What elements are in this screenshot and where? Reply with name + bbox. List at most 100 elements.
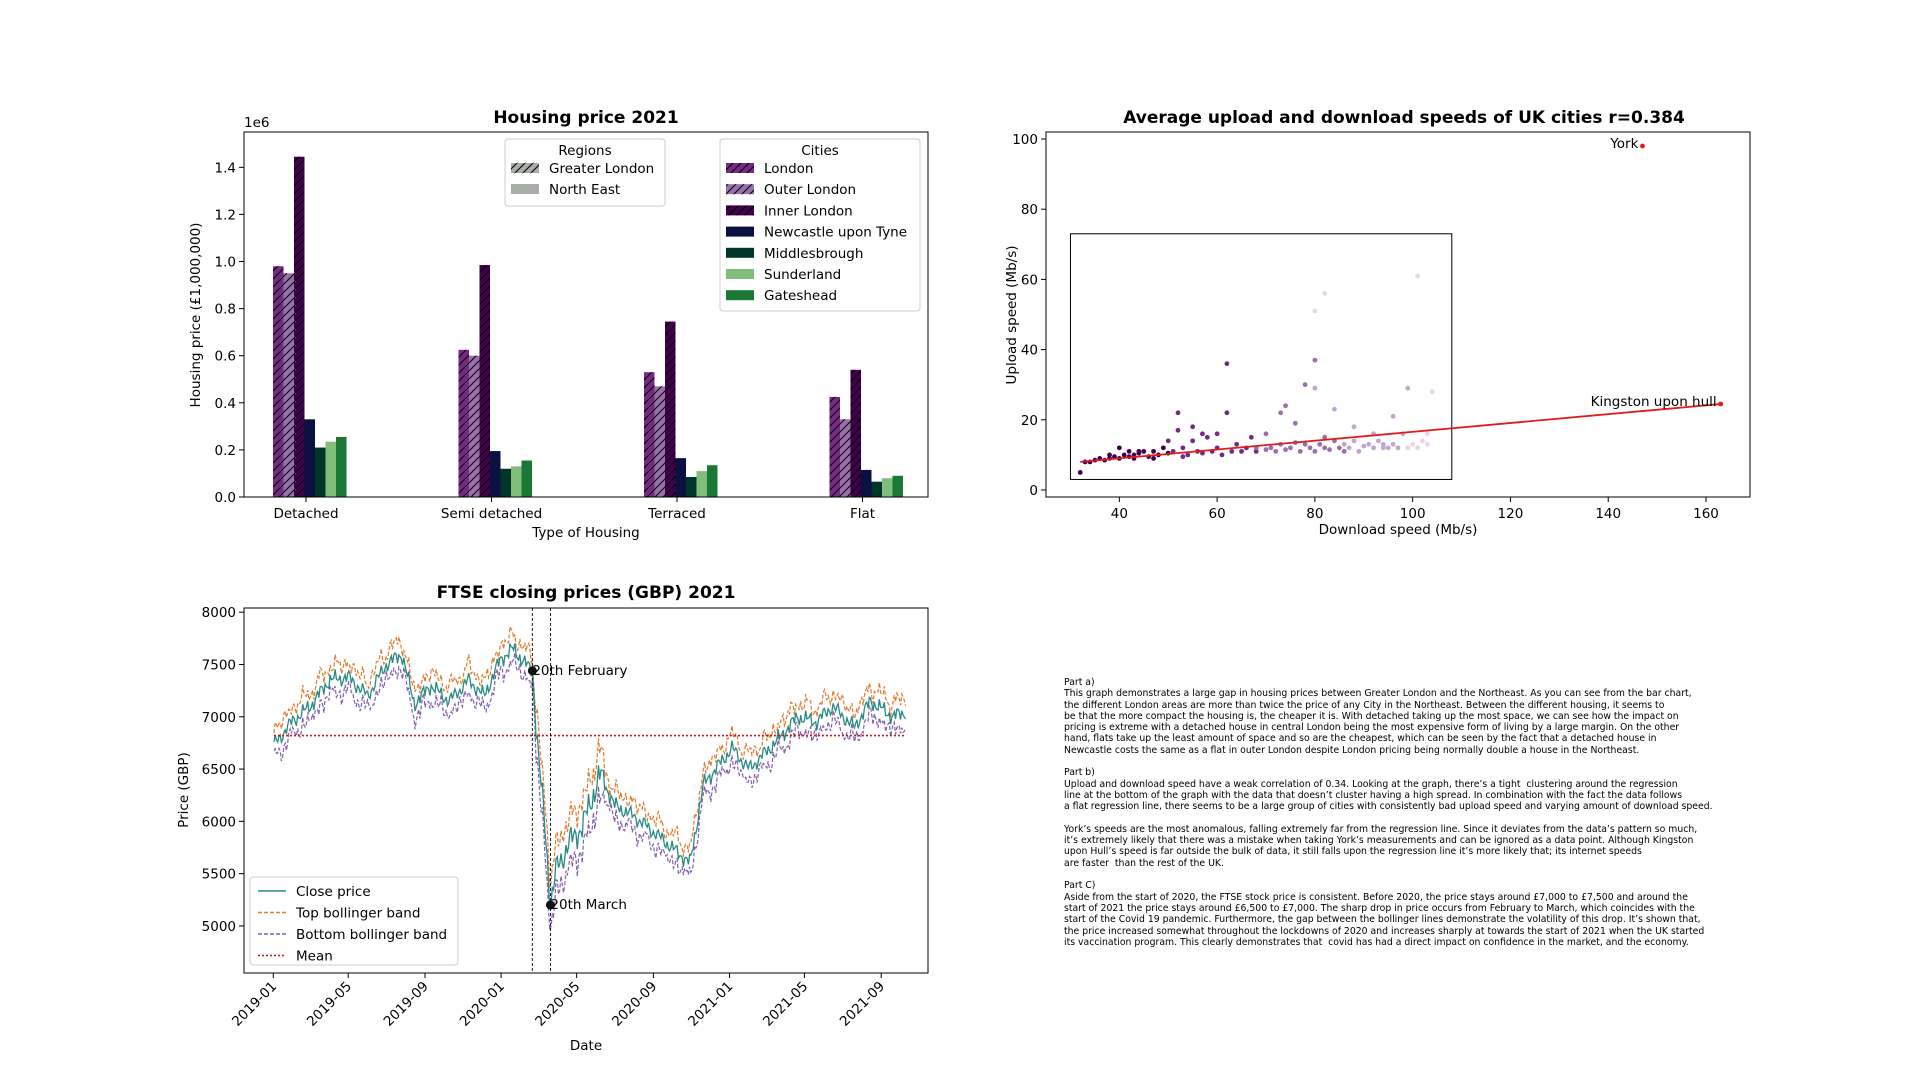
scatter-point <box>1151 448 1156 454</box>
scatter-point <box>1288 445 1293 451</box>
scatter-point <box>1224 410 1230 416</box>
scatter-point <box>1116 445 1122 451</box>
y-tick-label: 100 <box>1012 132 1038 148</box>
bar-hatch <box>840 419 851 497</box>
scatter-point <box>1204 434 1210 440</box>
scatter-title: Average upload and download speeds of UK… <box>1123 108 1685 128</box>
x-tick-label: 2021-09 <box>837 979 888 1030</box>
scatter-point <box>1371 445 1376 451</box>
x-tick-label: 2020-05 <box>532 979 583 1030</box>
notes-line: start of the Covid 19 pandemic. Furtherm… <box>1064 914 1701 926</box>
bar <box>696 471 707 497</box>
scatter-point <box>1126 448 1132 454</box>
y-tick-label: 20 <box>1021 413 1038 429</box>
scatter-point <box>1283 447 1288 453</box>
legend-swatch <box>726 247 754 258</box>
scatter-point <box>1420 438 1425 444</box>
scatter-point <box>1297 448 1303 454</box>
scatter-point <box>1376 438 1381 444</box>
legend-label: Greater London <box>549 161 654 177</box>
legend-swatch <box>726 290 754 301</box>
x-tick-label: Detached <box>273 506 338 522</box>
notes-line: Newcastle costs the same as a flat in ou… <box>1064 744 1640 756</box>
bar <box>675 458 686 497</box>
scatter-point <box>1317 441 1323 447</box>
scatter-point <box>1322 291 1328 296</box>
bar-hatch <box>458 349 469 497</box>
scatter-x-ticks: 40 60 80 100 120 140 160 <box>1111 497 1719 522</box>
scatter-point <box>1077 470 1083 475</box>
ftse-y-label: Price (GBP) <box>176 752 192 828</box>
y-tick-label: 80 <box>1021 202 1038 218</box>
scatter-point <box>1390 441 1396 447</box>
legend-swatch-hatch <box>726 163 754 173</box>
legend-regions-title: Regions <box>558 143 611 159</box>
bar-chart-y-label: Housing price (£1,000,000) <box>188 223 204 408</box>
scatter-point <box>1229 448 1235 454</box>
bar <box>861 469 872 497</box>
y-tick-label: 7500 <box>202 657 236 673</box>
scatter-point <box>1341 441 1347 447</box>
scatter-point <box>1121 452 1127 458</box>
notes-line: it’s extremely likely that there was a m… <box>1064 835 1694 847</box>
ftse-annotations: 20th February 20th March <box>527 608 627 973</box>
x-tick-label: Flat <box>850 506 875 522</box>
scatter-point <box>1640 143 1645 149</box>
bar <box>511 466 522 497</box>
notes-line: its vaccination program. This clearly de… <box>1064 936 1689 948</box>
scatter-point <box>1107 452 1112 458</box>
scatter-inset-box <box>1069 233 1453 480</box>
x-tick-label: Terraced <box>647 506 706 522</box>
scatter-point <box>1351 424 1357 430</box>
scatter-y-label: Upload speed (Mb/s) <box>1004 245 1020 384</box>
event-marker <box>545 900 555 910</box>
scatter-point <box>1263 447 1269 453</box>
scatter-point <box>1278 410 1284 416</box>
notes-line: pricing is extreme with a detached house… <box>1064 722 1680 734</box>
top-bollinger-band <box>273 624 907 888</box>
scatter-point <box>1341 448 1347 454</box>
bar-chart-title: Housing price 2021 <box>493 108 678 128</box>
bar-hatch <box>273 266 284 497</box>
notes-line: This graph demonstrates a large gap in h… <box>1064 688 1692 700</box>
notes-line: line at the bottom of the graph with the… <box>1064 789 1683 801</box>
ftse-x-ticks: 2019-01 2019-05 2019-09 2020-01 2020-05 2020-… <box>229 973 888 1030</box>
notes-spacer <box>1064 756 1784 767</box>
scatter-point <box>1136 448 1142 454</box>
bar-chart-offset-label: 1e6 <box>244 115 269 131</box>
scatter-point <box>1200 450 1205 456</box>
event-label: 20th February <box>532 663 627 679</box>
ftse-y-ticks: 5000 5500 6000 6500 7000 7500 8000 <box>202 605 244 935</box>
legend-swatch <box>511 184 539 194</box>
x-tick-label: 60 <box>1209 506 1226 522</box>
legend-swatch-hatch <box>726 184 754 195</box>
legend-label: Inner London <box>764 203 853 219</box>
bar-hatch <box>283 273 294 497</box>
scatter-point <box>1322 434 1328 440</box>
ftse-x-label: Date <box>570 1038 602 1054</box>
notes-line: upon Hull’s speed is far outside the bul… <box>1064 846 1642 858</box>
legend-label: Mean <box>296 949 333 965</box>
scatter-point <box>1346 445 1352 451</box>
notes-line: York’s speeds are the most anomalous, fa… <box>1064 823 1698 835</box>
y-tick-label: 40 <box>1021 343 1038 359</box>
legend-label: London <box>764 161 814 177</box>
legend-label: Top bollinger band <box>295 906 420 922</box>
bottom-bollinger-band <box>273 652 907 931</box>
scatter-point <box>1175 427 1181 433</box>
scatter-y-ticks: 0 20 40 60 80 100 <box>1012 132 1046 499</box>
scatter-point <box>1141 448 1147 454</box>
scatter-point <box>1234 441 1240 447</box>
scatter-point <box>1405 445 1411 451</box>
bar-hatch <box>850 369 861 497</box>
bar-chart-x-ticks: Detached Semi detached Terraced Flat <box>273 497 875 522</box>
ftse-title: FTSE closing prices (GBP) 2021 <box>437 583 736 603</box>
legend-label: Sunderland <box>764 267 841 283</box>
scatter-point <box>1302 382 1308 388</box>
bar <box>882 478 893 497</box>
scatter-point <box>1224 361 1230 367</box>
ftse-legend: Close price Top bollinger band Bottom boll… <box>249 876 459 966</box>
scatter-point <box>1332 406 1337 412</box>
notes-line: the price increased somewhat throughout … <box>1064 925 1705 937</box>
